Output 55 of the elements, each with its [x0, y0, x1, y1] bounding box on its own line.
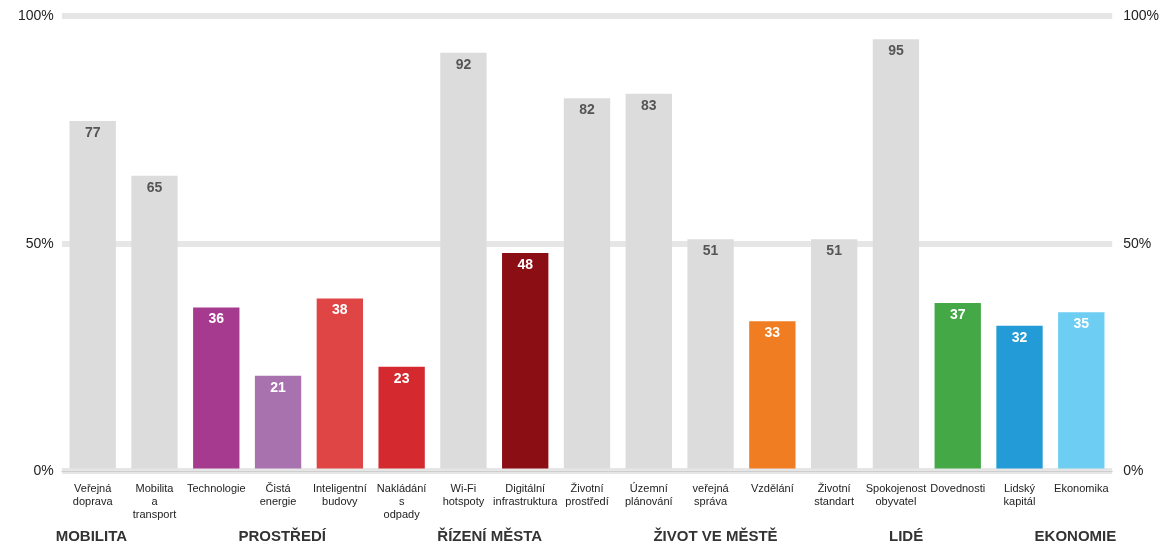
data-label: 32: [1011, 328, 1028, 345]
text: ŽIVOT VE MĚSTĚ: [653, 527, 778, 544]
y-tick-label: 100%: [17, 7, 54, 24]
bar: [254, 375, 302, 469]
y-tick-label: 0%: [33, 462, 54, 479]
x-tick-label: Lidský kapitál: [1003, 482, 1036, 508]
data-label: 77: [84, 123, 101, 140]
text: ŘÍZENÍ MĚSTA: [437, 527, 543, 544]
x-tick-label: Dovednosti: [930, 482, 986, 495]
bar: [193, 307, 240, 469]
bar: [749, 321, 796, 469]
x-tick-label: Životní standart: [814, 482, 855, 508]
data-label: 48: [517, 255, 534, 272]
x-tick-label: Inteligentní budovy: [312, 482, 367, 508]
x-tick-label: Veřejná doprava: [72, 482, 114, 508]
data-label: 33: [764, 324, 781, 341]
x-tick-label: Mobilita a transport: [132, 482, 177, 521]
data-label: 36: [208, 310, 225, 327]
bar: [996, 325, 1043, 469]
text: LIDÉ: [889, 527, 924, 544]
data-label: 38: [332, 301, 348, 318]
data-label: 51: [826, 242, 843, 259]
data-label: 65: [146, 178, 163, 195]
x-tick-label: Životní prostředí: [565, 482, 609, 508]
text: PROSTŘEDÍ: [238, 527, 326, 544]
bar: [316, 298, 364, 469]
data-label: 95: [888, 42, 904, 59]
y2-tick-label: 100%: [1123, 7, 1160, 24]
x-tick-label: Spokojenost obyvatel: [865, 482, 927, 508]
x-tick-label: Ekonomika: [1054, 482, 1110, 495]
x-tick-label: Digitální infrastruktura: [493, 482, 559, 508]
y2-tick-label: 0%: [1123, 462, 1144, 479]
x-tick-label: Vzdělání: [750, 482, 794, 495]
x-tick-label: Územní plánování: [624, 482, 673, 508]
text: MOBILITA: [55, 527, 128, 544]
data-label: 82: [579, 101, 595, 118]
data-label: 51: [702, 242, 719, 259]
data-label: 92: [455, 55, 472, 72]
bar: [378, 366, 425, 469]
x-tick-label: veřejná správa: [692, 482, 730, 508]
y-tick-label: 50%: [25, 234, 54, 251]
data-label: 35: [1073, 315, 1090, 332]
bar: [1058, 312, 1105, 469]
x-tick-label: Čistá energie: [259, 482, 297, 508]
data-label: 21: [270, 378, 287, 395]
y2-tick-label: 50%: [1123, 234, 1152, 251]
bar: [934, 303, 981, 469]
data-label: 37: [949, 305, 966, 322]
x-tick-label: Technologie: [186, 482, 246, 495]
x-tick-label: Wi-Fi hotspoty: [442, 482, 485, 508]
text: EKONOMIE: [1034, 527, 1117, 544]
bar: [502, 253, 549, 469]
x-tick-label: Nakládání s odpady: [376, 482, 427, 521]
data-label: 83: [641, 96, 657, 113]
data-label: 23: [393, 369, 410, 386]
